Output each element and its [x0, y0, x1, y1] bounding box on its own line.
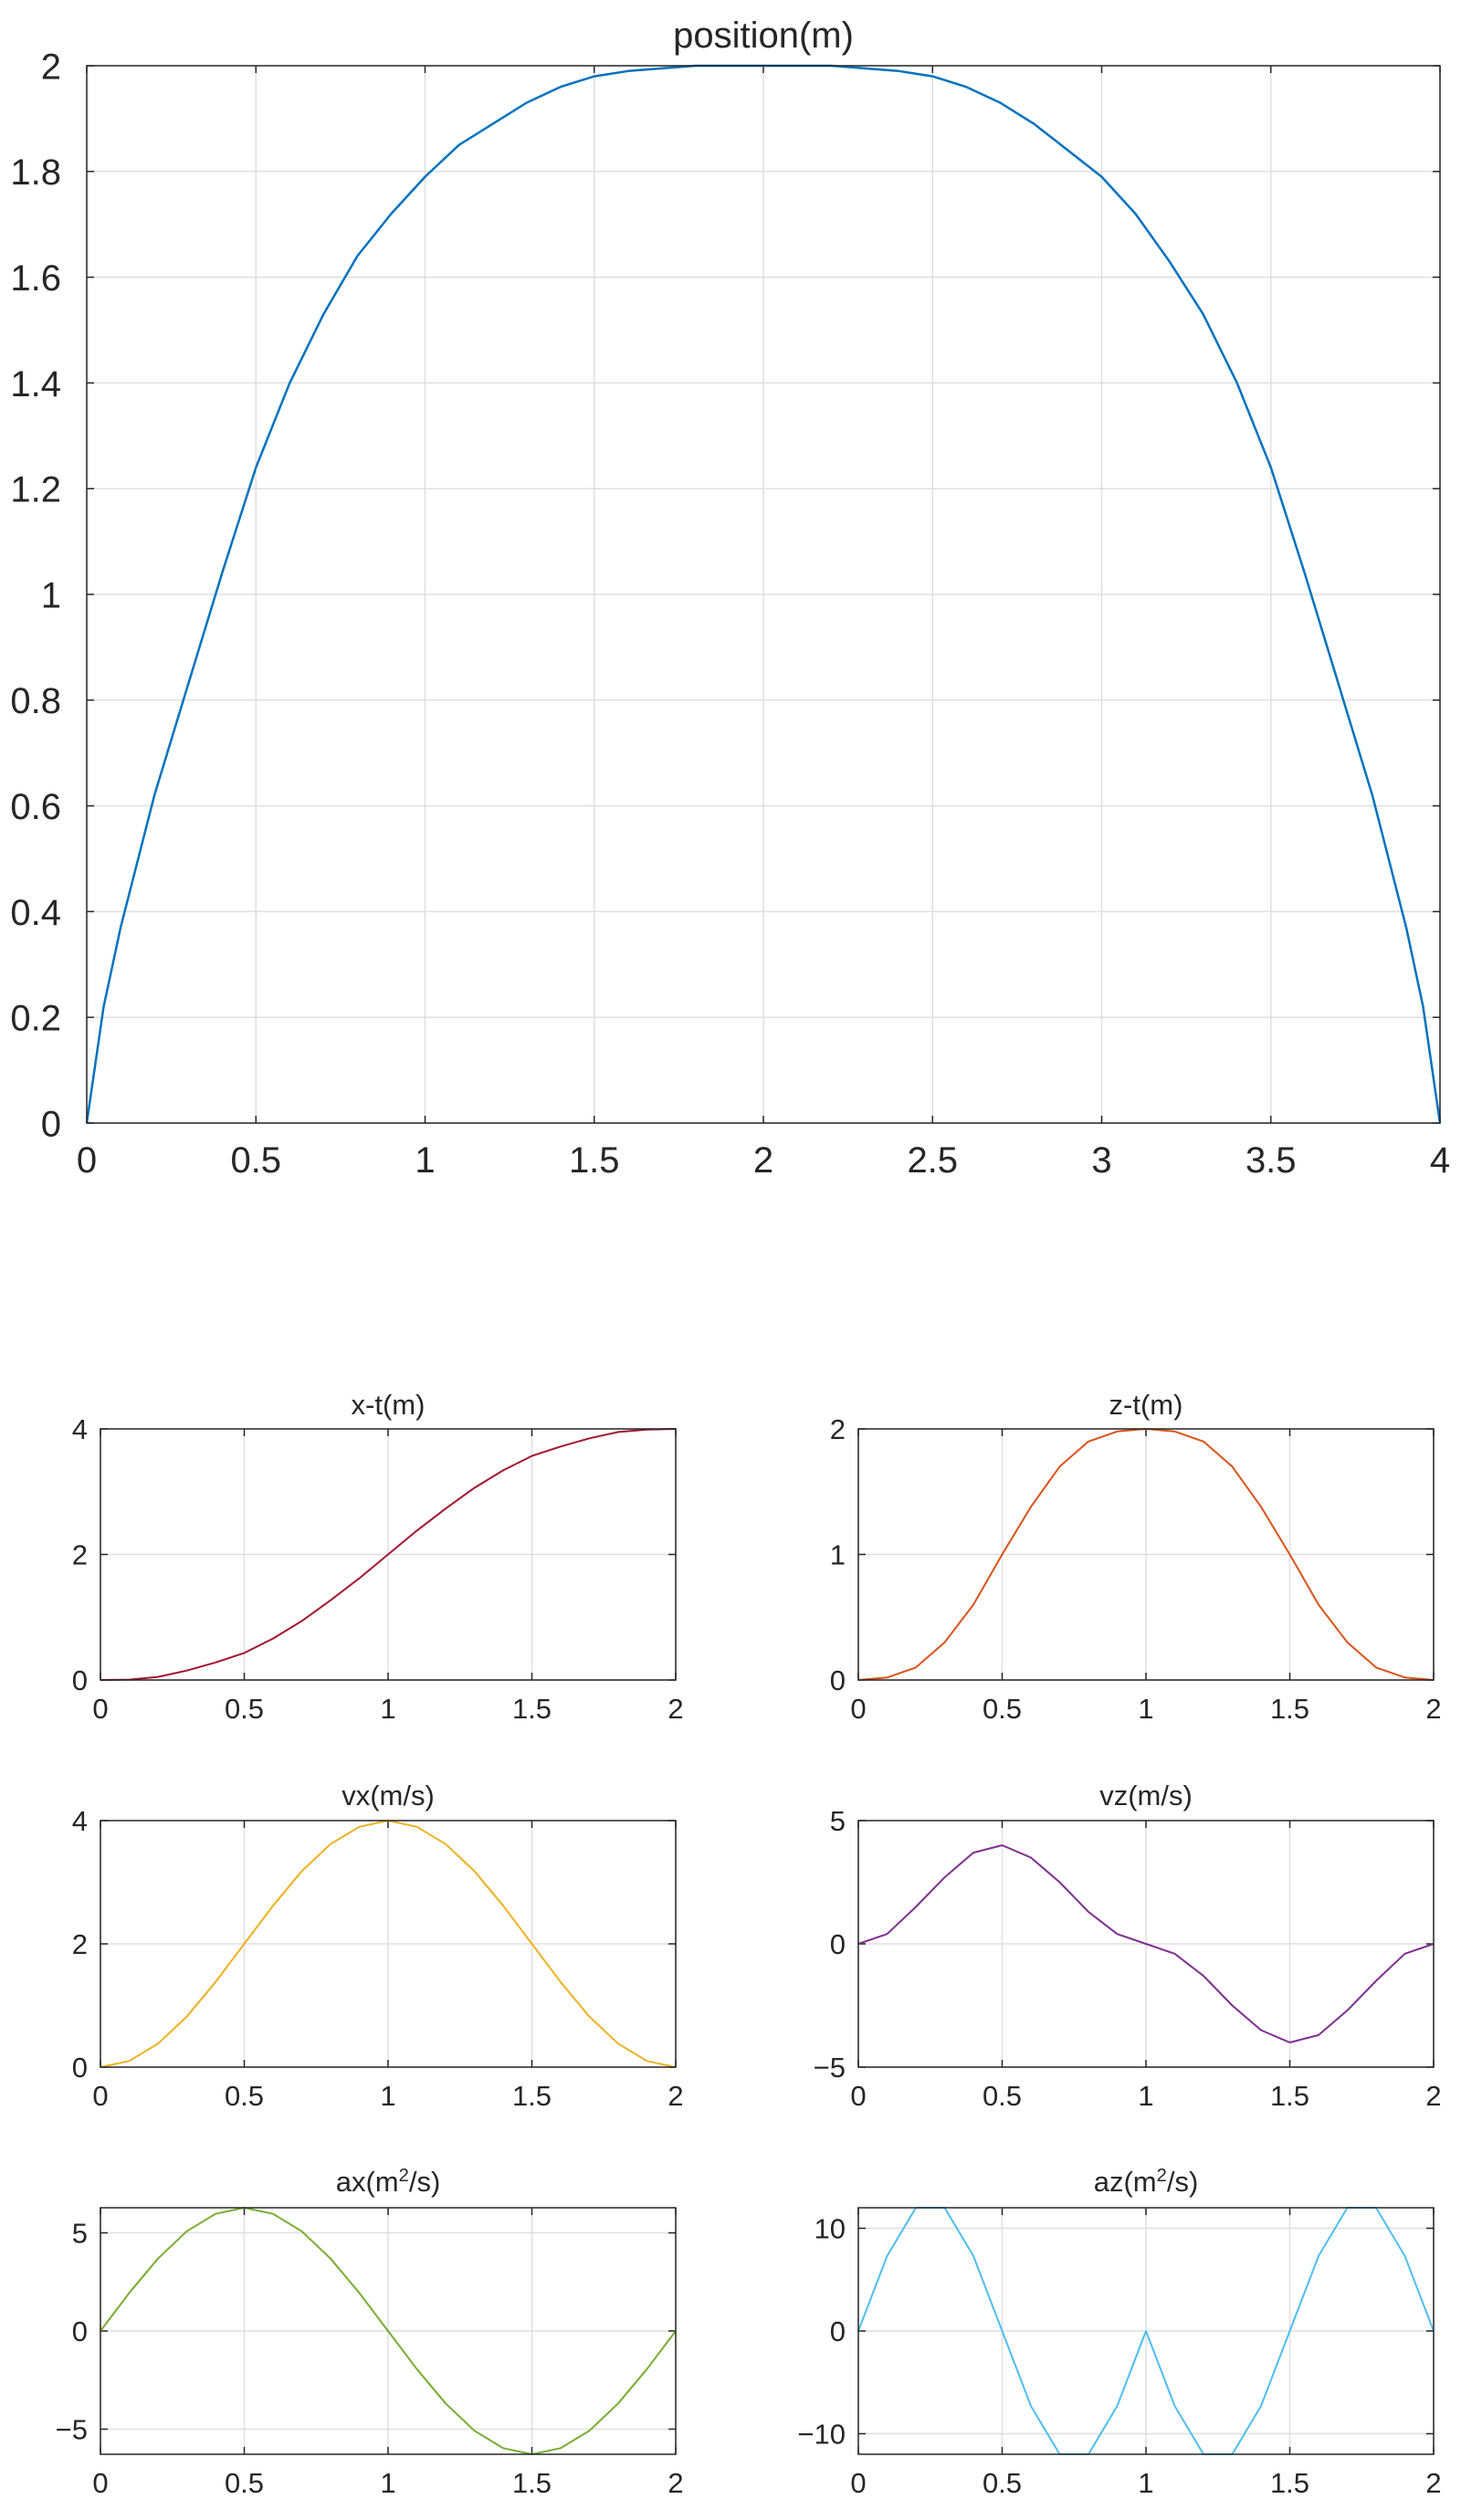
y-tick-label: −5 — [56, 2414, 88, 2446]
x-tick-label: 1.5 — [512, 2080, 552, 2112]
y-tick-label: 0 — [830, 1928, 846, 1960]
y-tick-label: 5 — [72, 2218, 88, 2250]
y-tick-label: 10 — [815, 2213, 846, 2245]
x-tick-label: 1.5 — [512, 1693, 552, 1725]
x-tick-label: 0.5 — [225, 2467, 264, 2499]
chart-1: 0 0.5 1 1.5 2 2.5 3 3.5 4 0 0.2 0.4 0.6 0.8 1 1.2 1.4 1.6… — [10, 16, 1450, 1181]
y-tick-label: −10 — [797, 2419, 846, 2451]
y-tick-label: −5 — [814, 2052, 846, 2084]
axes-frame — [857, 1428, 1435, 1681]
x-tick-label: 4 — [1430, 1140, 1450, 1181]
x-tick-label: 2 — [667, 2080, 683, 2112]
y-tick-label: 0.6 — [10, 787, 61, 827]
x-tick-label: 0.5 — [225, 1693, 264, 1725]
x-tick-label: 0.5 — [983, 2467, 1022, 2499]
chart-2: 0 0.5 1 1.5 2 0 2 4 x-t(m) — [72, 1389, 684, 1725]
y-tick-label: 4 — [72, 1805, 88, 1837]
y-tick-label: 0.4 — [10, 893, 61, 933]
x-tick-label: 1 — [380, 2080, 395, 2112]
y-tick-label: 0 — [41, 1104, 61, 1144]
y-tick-label: 0 — [830, 1664, 846, 1696]
y-tick-label: 2 — [72, 1539, 88, 1571]
y-tick-label: 1 — [830, 1539, 846, 1571]
chart-3: 0 0.5 1 1.5 2 0 1 2 z-t(m) — [830, 1389, 1442, 1725]
x-tick-label: 1.5 — [569, 1140, 620, 1181]
chart-title: az(m2/s) — [1094, 2166, 1199, 2198]
x-tick-label: 0.5 — [230, 1140, 281, 1181]
x-tick-label: 0 — [850, 2080, 866, 2112]
chart-title: vx(m/s) — [342, 1780, 435, 1811]
y-tick-label: 0 — [72, 2315, 88, 2347]
y-tick-label: 1.2 — [10, 470, 61, 510]
axes-frame — [100, 1428, 677, 1681]
x-tick-label: 2 — [667, 1693, 683, 1725]
x-tick-label: 0 — [92, 1693, 108, 1725]
x-tick-label: 2 — [1425, 2080, 1441, 2112]
y-tick-label: 1.8 — [10, 152, 61, 193]
y-tick-label: 5 — [830, 1805, 846, 1837]
x-tick-label: 3.5 — [1246, 1140, 1297, 1181]
y-tick-label: 1 — [41, 575, 61, 615]
y-tick-label: 0 — [72, 1664, 88, 1696]
x-tick-label: 2 — [1425, 1693, 1441, 1725]
x-tick-label: 1.5 — [1270, 2467, 1309, 2499]
y-tick-label: 2 — [41, 47, 61, 87]
x-tick-label: 1 — [1138, 2080, 1153, 2112]
x-tick-label: 1 — [1138, 2467, 1153, 2499]
x-tick-label: 0.5 — [983, 2080, 1022, 2112]
x-tick-label: 1.5 — [1270, 2080, 1309, 2112]
x-tick-label: 3 — [1091, 1140, 1111, 1181]
x-tick-label: 0.5 — [225, 2080, 264, 2112]
x-tick-label: 1.5 — [512, 2467, 552, 2499]
x-tick-label: 0 — [77, 1140, 97, 1181]
y-tick-label: 4 — [72, 1413, 88, 1445]
x-tick-label: 0 — [92, 2080, 108, 2112]
x-tick-label: 0 — [92, 2467, 108, 2499]
y-tick-label: 1.4 — [10, 364, 61, 404]
axes-frame — [857, 1820, 1435, 2068]
chart-title: vz(m/s) — [1099, 1780, 1193, 1811]
x-tick-label: 0.5 — [983, 1693, 1022, 1725]
y-tick-label: 0 — [72, 2052, 88, 2084]
y-tick-label: 0.8 — [10, 681, 61, 721]
chart-4: 0 0.5 1 1.5 2 0 2 4 vx(m/s) — [72, 1780, 684, 2112]
chart-title: ax(m2/s) — [336, 2166, 441, 2198]
x-tick-label: 2.5 — [907, 1140, 958, 1181]
series-line — [100, 1428, 677, 1681]
series-line — [857, 2207, 1435, 2455]
chart-title: position(m) — [673, 16, 854, 56]
y-tick-label: 2 — [72, 1928, 88, 1960]
series-line — [857, 1844, 1435, 2043]
y-tick-label: 0.2 — [10, 999, 61, 1039]
chart-title: x-t(m) — [352, 1389, 426, 1421]
x-tick-label: 1 — [415, 1140, 435, 1181]
x-tick-label: 0 — [850, 2467, 866, 2499]
axes-frame — [857, 2207, 1435, 2455]
series-line — [100, 2207, 677, 2455]
x-tick-label: 1.5 — [1270, 1693, 1309, 1725]
y-tick-label: 1.6 — [10, 258, 61, 299]
axes-frame — [100, 2207, 677, 2455]
y-tick-label: 0 — [830, 2315, 846, 2347]
axes-frame — [100, 1820, 677, 2068]
x-tick-label: 1 — [380, 1693, 395, 1725]
x-tick-label: 1 — [380, 2467, 395, 2499]
axes-frame — [86, 65, 1441, 1124]
x-tick-label: 1 — [1138, 1693, 1153, 1725]
x-tick-label: 2 — [667, 2467, 683, 2499]
x-tick-label: 2 — [753, 1140, 773, 1181]
x-tick-label: 0 — [850, 1693, 866, 1725]
y-tick-label: 2 — [830, 1413, 846, 1445]
chart-title: z-t(m) — [1109, 1389, 1183, 1421]
x-tick-label: 2 — [1425, 2467, 1441, 2499]
